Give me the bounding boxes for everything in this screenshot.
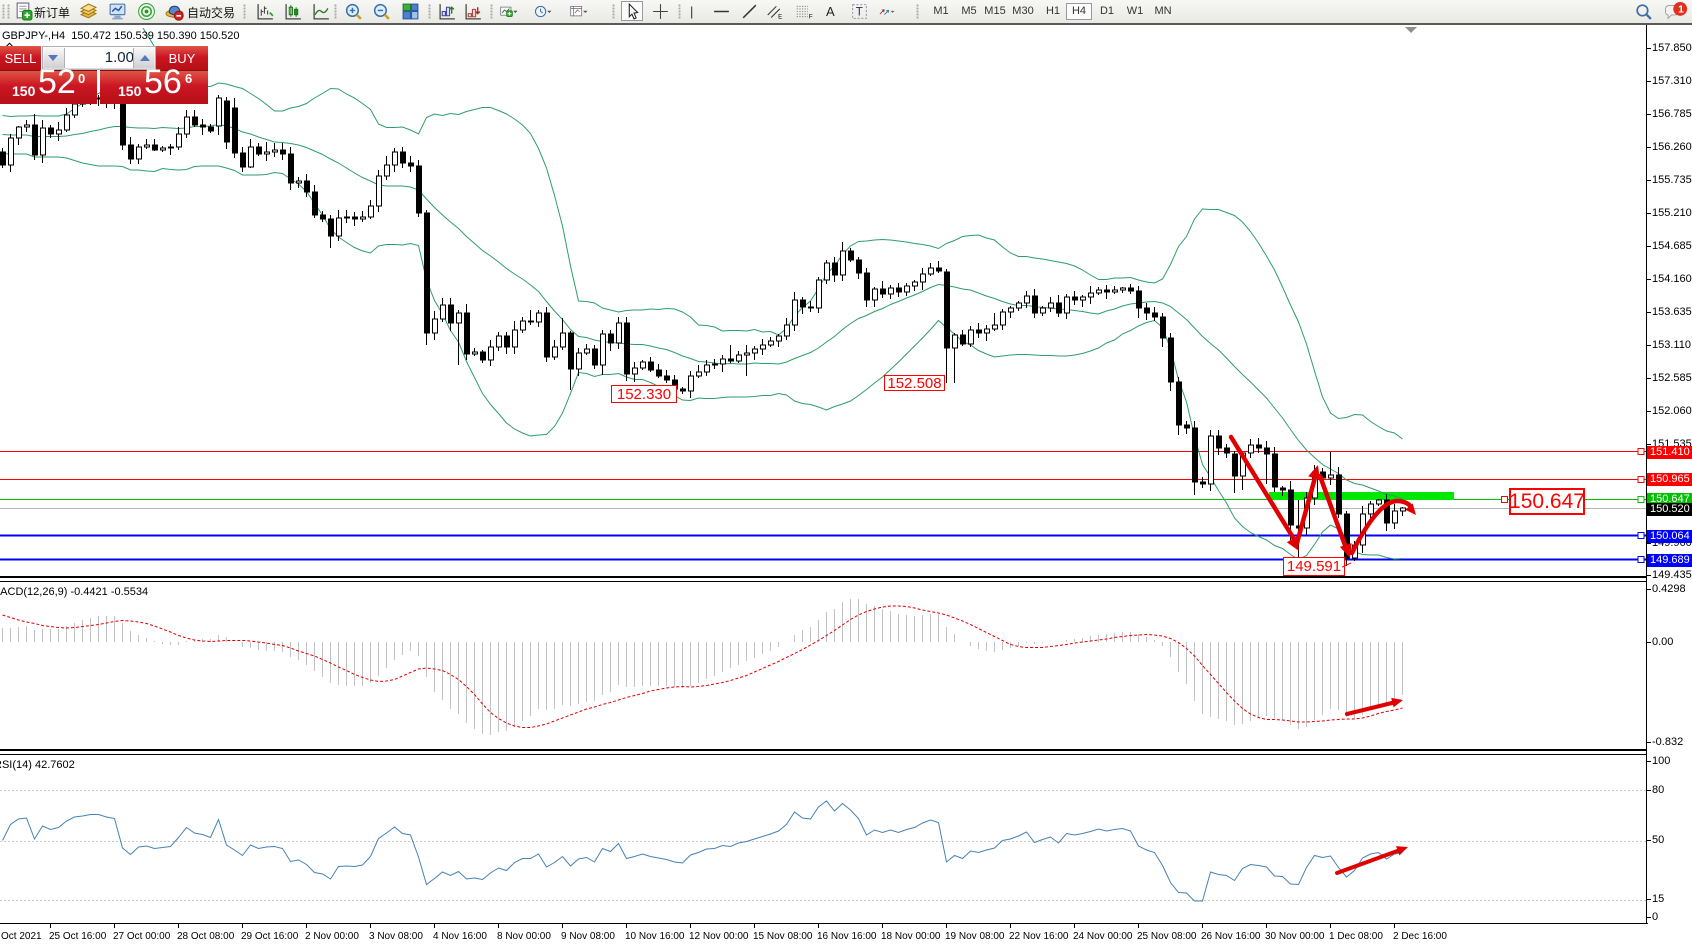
svg-text:T: T: [856, 6, 863, 19]
svg-text:F: F: [809, 14, 813, 20]
svg-text:1: 1: [1678, 5, 1684, 16]
svg-text:E: E: [778, 14, 782, 20]
